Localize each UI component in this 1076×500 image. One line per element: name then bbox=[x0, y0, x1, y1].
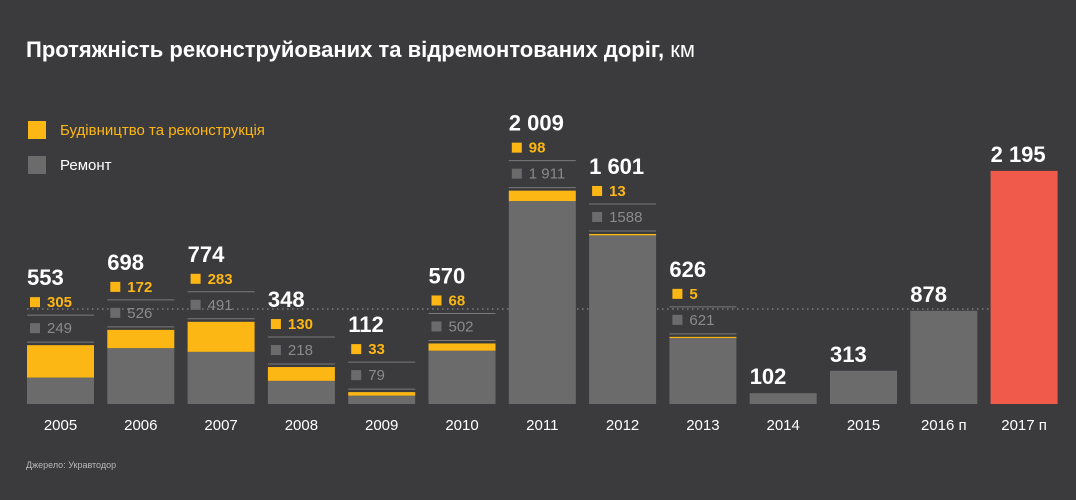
legend-item-repair: Ремонт bbox=[28, 153, 265, 177]
bar-repair bbox=[669, 338, 737, 404]
repair-marker bbox=[190, 299, 201, 310]
construction-marker bbox=[270, 319, 281, 330]
total-value-label: 1 601 bbox=[589, 154, 644, 179]
bar-repair bbox=[428, 350, 496, 404]
repair-marker bbox=[351, 370, 362, 381]
repair-value-label: 526 bbox=[127, 305, 152, 322]
x-tick-label: 2015 bbox=[847, 417, 880, 434]
repair-marker bbox=[511, 168, 522, 179]
repair-marker bbox=[30, 323, 40, 334]
repair-value-label: 621 bbox=[689, 312, 714, 329]
construction-marker bbox=[431, 295, 442, 306]
legend-item-construction: Будівництво та реконструкція bbox=[28, 118, 265, 142]
repair-value-label: 502 bbox=[449, 318, 474, 335]
total-value-label: 2 195 bbox=[991, 142, 1046, 167]
total-value-label: 774 bbox=[188, 242, 225, 267]
repair-value-label: 1588 bbox=[609, 209, 642, 226]
total-value-label: 626 bbox=[669, 257, 706, 282]
bar-total bbox=[749, 393, 817, 404]
repair-value-label: 1 911 bbox=[529, 166, 565, 183]
bar-construction bbox=[669, 336, 737, 339]
construction-value-label: 13 bbox=[609, 183, 626, 200]
construction-value-label: 98 bbox=[529, 140, 546, 157]
bar-total-highlight bbox=[990, 170, 1058, 404]
x-tick-label: 2012 bbox=[606, 417, 639, 434]
bar-repair bbox=[348, 395, 416, 404]
repair-marker bbox=[431, 321, 442, 332]
repair-value-label: 249 bbox=[47, 320, 72, 337]
total-value-label: 570 bbox=[429, 263, 466, 288]
repair-value-label: 218 bbox=[288, 342, 313, 359]
bar-construction bbox=[589, 233, 657, 236]
bar-construction bbox=[267, 367, 335, 381]
bar-repair bbox=[107, 348, 175, 404]
repair-marker bbox=[672, 314, 683, 325]
source-note: Джерело: Укравтодор bbox=[26, 460, 117, 470]
bar-repair bbox=[508, 201, 576, 404]
x-tick-label: 2013 bbox=[686, 417, 719, 434]
construction-value-label: 172 bbox=[127, 279, 152, 296]
x-tick-label: 2017 п bbox=[1001, 417, 1047, 434]
bar-repair bbox=[589, 235, 657, 404]
bar-construction bbox=[348, 392, 416, 396]
chart-title-unit: км bbox=[670, 37, 696, 62]
bar-repair bbox=[267, 380, 335, 404]
x-tick-label: 2007 bbox=[204, 417, 237, 434]
construction-marker bbox=[592, 185, 603, 196]
total-value-label: 698 bbox=[107, 250, 144, 275]
bar-construction bbox=[508, 190, 576, 202]
repair-marker bbox=[270, 345, 281, 356]
total-value-label: 112 bbox=[348, 312, 384, 337]
repair-value-label: 491 bbox=[208, 297, 233, 314]
construction-value-label: 33 bbox=[368, 341, 385, 358]
construction-value-label: 5 bbox=[689, 286, 697, 303]
total-value-label: 102 bbox=[750, 364, 787, 389]
chart-title-text: Протяжність реконструйованих та відремон… bbox=[26, 37, 665, 62]
bar-repair bbox=[187, 351, 255, 404]
construction-value-label: 68 bbox=[449, 292, 466, 309]
x-tick-label: 2008 bbox=[285, 417, 318, 434]
total-value-label: 348 bbox=[268, 287, 305, 312]
legend-swatch-repair bbox=[28, 156, 46, 174]
bar-total bbox=[910, 310, 978, 404]
total-value-label: 2 009 bbox=[509, 111, 564, 136]
repair-marker bbox=[110, 307, 121, 318]
construction-marker bbox=[30, 297, 40, 308]
legend-swatch-construction bbox=[28, 121, 46, 139]
bar-construction bbox=[107, 329, 175, 349]
x-tick-label: 2005 bbox=[44, 417, 77, 434]
construction-value-label: 130 bbox=[288, 316, 313, 333]
x-tick-label: 2006 bbox=[124, 417, 157, 434]
x-tick-label: 2010 bbox=[445, 417, 478, 434]
chart-title: Протяжність реконструйованих та відремон… bbox=[26, 36, 695, 64]
x-tick-label: 2016 п bbox=[921, 417, 967, 434]
bar-construction bbox=[428, 343, 496, 351]
legend: Будівництво та реконструкція Ремонт bbox=[28, 118, 265, 188]
total-value-label: 553 bbox=[27, 265, 64, 290]
legend-label-repair: Ремонт bbox=[60, 156, 112, 174]
construction-marker bbox=[190, 273, 201, 284]
construction-value-label: 283 bbox=[208, 271, 233, 288]
total-value-label: 878 bbox=[910, 282, 947, 307]
bar-total bbox=[830, 370, 897, 404]
construction-value-label: 305 bbox=[47, 294, 72, 311]
construction-marker bbox=[511, 142, 522, 153]
total-value-label: 313 bbox=[830, 342, 867, 367]
x-tick-label: 2014 bbox=[767, 417, 800, 434]
legend-label-construction: Будівництво та реконструкція bbox=[60, 121, 265, 139]
repair-marker bbox=[592, 211, 603, 222]
bar-construction bbox=[27, 345, 94, 378]
construction-marker bbox=[110, 281, 121, 292]
bar-construction bbox=[187, 321, 255, 352]
repair-value-label: 79 bbox=[368, 367, 385, 384]
x-tick-label: 2011 bbox=[526, 417, 558, 434]
x-tick-label: 2009 bbox=[365, 417, 398, 434]
construction-marker bbox=[351, 344, 362, 355]
construction-marker bbox=[672, 288, 683, 299]
bar-repair bbox=[27, 377, 94, 404]
